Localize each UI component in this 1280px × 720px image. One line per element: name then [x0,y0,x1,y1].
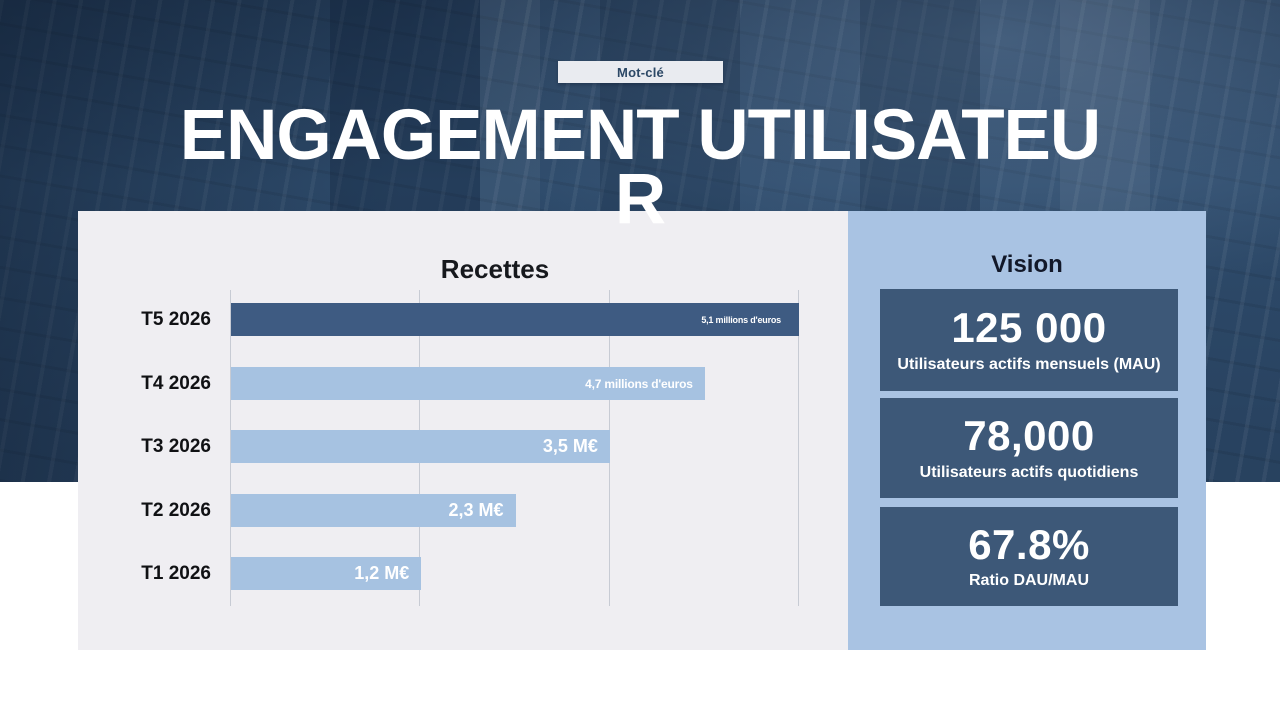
bar-value-label: 2,3 M€ [448,500,504,520]
stat-card-dau: 78,000 Utilisateurs actifs quotidiens [880,398,1178,498]
bar-t2-2026: 2,3 M€ [231,494,516,527]
category-label: T3 2026 [141,435,211,457]
stat-label: Utilisateurs actifs quotidiens [919,463,1139,481]
chart-row: T5 2026 5,1 millions d'euros [98,303,846,336]
chart-row: T1 2026 1,2 M€ [98,557,846,590]
keyword-tag: Mot-clé [558,61,723,83]
stat-value: 125 000 [951,304,1107,352]
slide-title-line2: R [614,160,666,239]
bar-value-label: 4,7 millions d'euros [585,376,693,391]
keyword-tag-label: Mot-clé [617,64,664,80]
chart-row: T2 2026 2,3 M€ [98,494,846,527]
chart-row: T3 2026 3,5 M€ [98,430,846,463]
category-label: T5 2026 [141,308,211,330]
category-label: T4 2026 [141,372,211,394]
bar-value-label: 1,2 M€ [354,563,410,583]
bar-value-label: 3,5 M€ [542,436,598,456]
gridline [230,290,231,606]
stat-value: 78,000 [963,412,1095,460]
chart-row: T4 2026 4,7 millions d'euros [98,367,846,400]
chart-title: Recettes [440,254,550,284]
bar-track: 5,1 millions d'euros [231,303,799,336]
vision-title: Vision [991,251,1063,278]
gridline [798,290,799,606]
bar-track: 2,3 M€ [231,494,799,527]
bar-t3-2026: 3,5 M€ [231,430,610,463]
stat-card-mau: 125 000 Utilisateurs actifs mensuels (MA… [880,289,1178,391]
slide-title: ENGAGEMENT UTILISATEU R [0,96,1280,239]
chart-panel: Recettes T5 2026 5,1 millions d'euros T4… [78,211,848,650]
stat-label: Utilisateurs actifs mensuels (MAU) [897,355,1161,373]
category-label: T1 2026 [141,562,211,584]
bar-track: 1,2 M€ [231,557,799,590]
stat-value: 67.8% [968,520,1090,568]
bar-track: 3,5 M€ [231,430,799,463]
bar-value-label: 5,1 millions d'euros [701,314,781,325]
slide-title-line1: ENGAGEMENT UTILISATEU [179,96,1101,175]
stat-card-ratio: 67.8% Ratio DAU/MAU [880,507,1178,606]
bar-t1-2026: 1,2 M€ [231,557,422,590]
bar-t5-2026: 5,1 millions d'euros [231,303,799,336]
bar-t4-2026: 4,7 millions d'euros [231,367,705,400]
bar-track: 4,7 millions d'euros [231,367,799,400]
stat-label: Ratio DAU/MAU [969,572,1089,590]
vision-panel: Vision 125 000 Utilisateurs actifs mensu… [848,211,1206,650]
category-label: T2 2026 [141,499,211,521]
